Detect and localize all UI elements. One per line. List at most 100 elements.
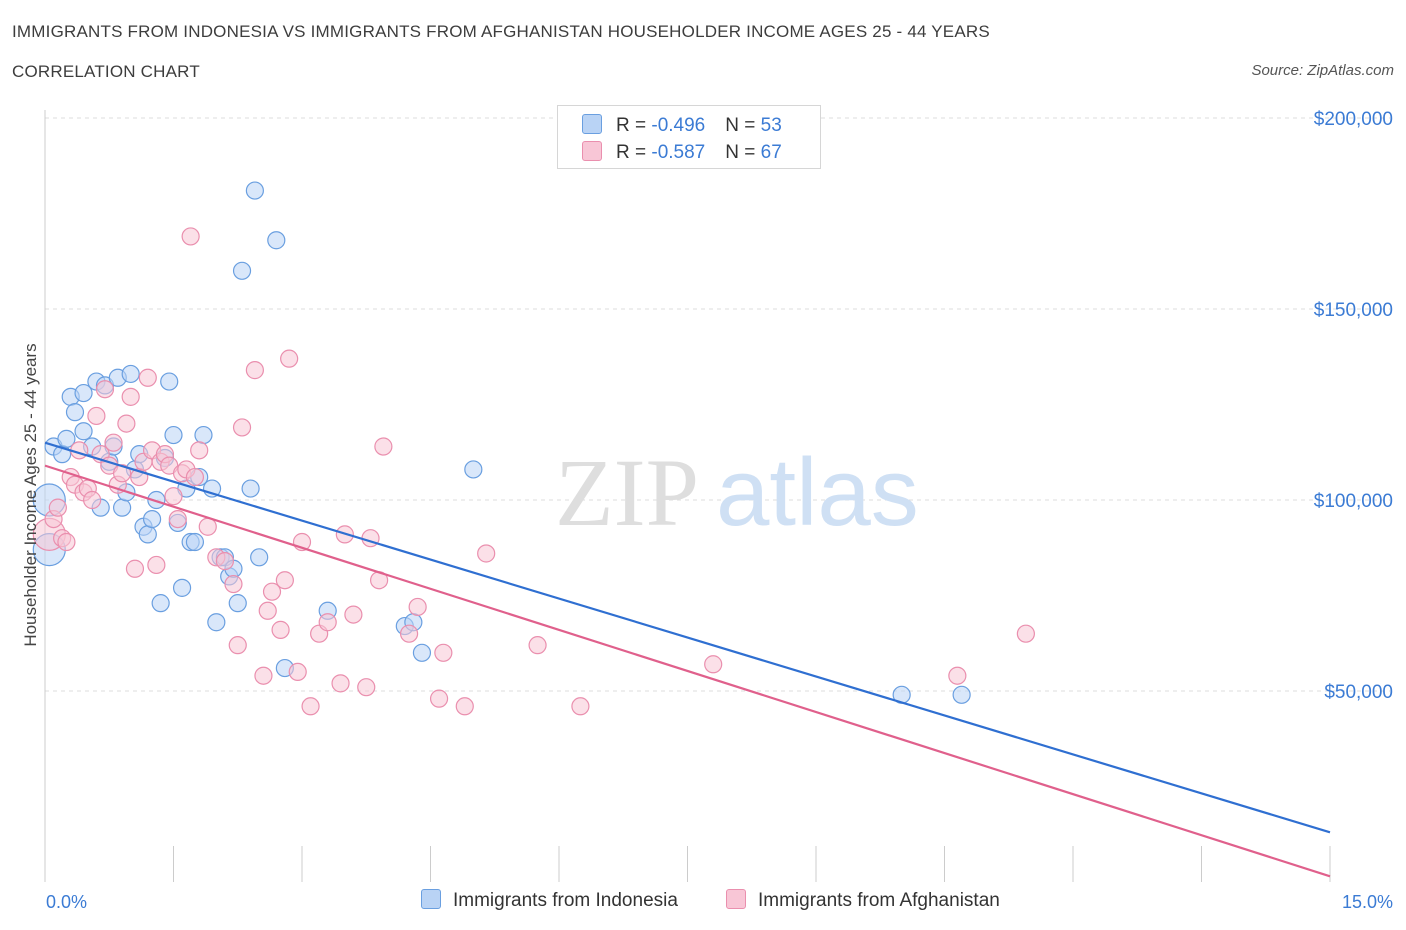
x-tick-label-max: 15.0% (1342, 892, 1393, 912)
indonesia-point (250, 548, 269, 567)
afghanistan-point (477, 544, 496, 563)
afghanistan-point (104, 433, 123, 452)
afghanistan-point (455, 697, 474, 716)
afghanistan-point (254, 666, 273, 685)
afghanistan-point (280, 349, 299, 368)
afghanistan-point (258, 601, 277, 620)
indonesia-point (952, 685, 971, 704)
afghanistan-point (344, 605, 363, 624)
afghanistan-point (374, 437, 393, 456)
n-value-indonesia: 53 (760, 115, 782, 136)
indonesia-point (207, 613, 226, 632)
n-label: N = (725, 142, 761, 163)
series-legend-indonesia: Immigrants from Indonesia (421, 889, 678, 912)
afghanistan-point (181, 227, 200, 246)
y-tick-label: $150,000 (1314, 300, 1393, 321)
indonesia-point (412, 643, 432, 662)
afghanistan-point (57, 532, 76, 552)
x-tick-labels: 0.0% 15.0% (46, 892, 1393, 912)
afghanistan-point (408, 597, 427, 617)
indonesia-point (464, 460, 483, 479)
indonesia-point (241, 479, 260, 498)
afghanistan-point (271, 620, 290, 639)
indonesia-point (172, 578, 192, 597)
afghanistan-point (262, 582, 282, 601)
indonesia-point (151, 594, 170, 613)
stats-legend: R = -0.496 N = 53 R = -0.587 N = 67 (557, 105, 821, 169)
afghanistan-point (331, 674, 350, 693)
afghanistan-point (215, 552, 234, 571)
indonesia-point (232, 261, 252, 280)
series-legend-afghanistan: Immigrants from Afghanistan (726, 889, 1000, 912)
n-value-afghanistan: 67 (760, 142, 782, 163)
afghanistan-point (125, 559, 145, 578)
indonesia-point (194, 425, 213, 445)
afghanistan-point (83, 490, 102, 510)
watermark-zip: ZIP (555, 439, 699, 546)
afghanistan-point (301, 697, 320, 716)
afghanistan-point (399, 624, 419, 643)
legend-row-afghanistan: R = -0.587 N = 67 (582, 141, 782, 165)
y-axis-label: Householder Income Ages 25 - 44 years (21, 343, 40, 646)
r-label: R = (616, 115, 652, 136)
afghanistan-point (288, 662, 307, 682)
afghanistan-point (528, 636, 547, 655)
y-tick-label: $50,000 (1324, 682, 1393, 703)
chart-title: IMMIGRANTS FROM INDONESIA VS IMMIGRANTS … (12, 22, 990, 41)
indonesia-point (160, 372, 179, 391)
afghanistan-point (357, 678, 376, 697)
afghanistan-legend-label: Immigrants from Afghanistan (758, 890, 1000, 911)
indonesia-point (164, 425, 183, 445)
afghanistan-point (232, 418, 252, 437)
afghanistan-point (1016, 624, 1035, 643)
afghanistan-legend-swatch (726, 889, 746, 909)
indonesia-trend-line (44, 441, 1331, 834)
afghanistan-point (224, 574, 243, 594)
x-tick-label-min: 0.0% (46, 892, 87, 912)
indonesia-point (185, 532, 205, 552)
afghanistan-point (147, 555, 166, 575)
afghanistan-point (112, 464, 132, 483)
indonesia-swatch (582, 114, 602, 134)
indonesia-point (112, 498, 132, 517)
afghanistan-point (95, 380, 115, 399)
indonesia-legend-label: Immigrants from Indonesia (453, 890, 678, 911)
r-value-indonesia: -0.496 (651, 115, 706, 136)
afghanistan-point (168, 509, 187, 529)
indonesia-point (138, 525, 157, 544)
indonesia-point (57, 429, 76, 448)
afghanistan-point (318, 613, 337, 632)
indonesia-legend-swatch (421, 889, 441, 909)
n-label: N = (725, 115, 761, 136)
afghanistan-point (87, 406, 106, 426)
indonesia-point (245, 181, 264, 200)
y-tick-labels: $50,000 $100,000 $150,000 $200,000 (1314, 109, 1393, 703)
afghanistan-point (164, 487, 183, 506)
data-points (32, 181, 1035, 716)
legend-row-indonesia: R = -0.496 N = 53 (582, 114, 782, 138)
chart-subtitle: CORRELATION CHART (12, 62, 200, 81)
afghanistan-trend-line (44, 464, 1331, 878)
indonesia-point (142, 509, 162, 529)
source-credit: Source: ZipAtlas.com (1251, 62, 1394, 79)
afghanistan-swatch (582, 141, 602, 161)
r-value-afghanistan: -0.587 (651, 142, 706, 163)
trend-lines (44, 441, 1331, 878)
afghanistan-point (198, 517, 217, 536)
afghanistan-point (434, 643, 453, 662)
afghanistan-point (228, 636, 247, 655)
indonesia-point (267, 231, 286, 250)
afghanistan-point (138, 368, 157, 387)
afghanistan-point (185, 467, 205, 487)
afghanistan-point (429, 689, 449, 708)
indonesia-point (228, 594, 247, 613)
indonesia-point (147, 490, 166, 510)
afghanistan-point (245, 361, 264, 380)
zipatlas-watermark: ZIP atlas (555, 439, 919, 546)
afghanistan-point (275, 571, 294, 590)
r-label: R = (616, 142, 652, 163)
afghanistan-point (704, 655, 723, 674)
afghanistan-point (48, 498, 67, 517)
afghanistan-point (190, 441, 209, 460)
